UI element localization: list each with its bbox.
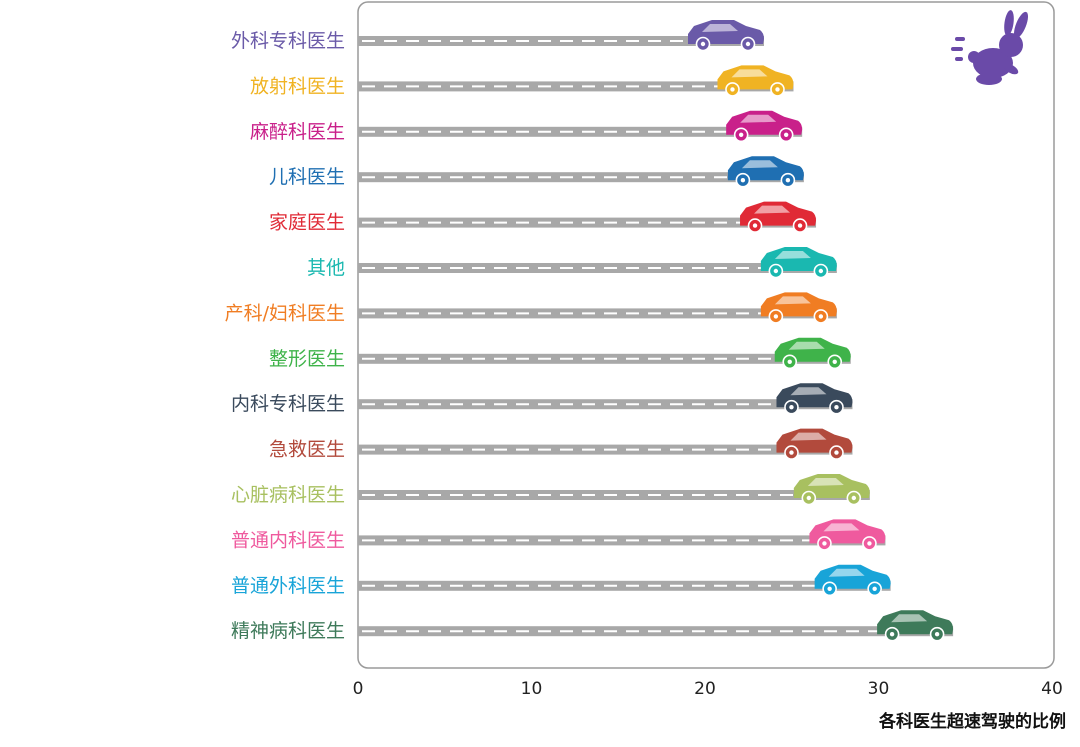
x-axis-ticks: 0 10 20 30 40 [353,679,1063,699]
car-icon [877,610,954,642]
category-label: 麻醉科医生 [250,121,345,143]
category-label: 精神病科医生 [231,620,345,642]
category-label: 普通外科医生 [231,575,345,597]
car-icon [740,201,817,233]
bar [358,580,891,591]
category-label: 普通内科医生 [231,529,345,551]
car-icon [814,564,891,597]
car-icon [727,156,804,188]
category-label: 内科专科医生 [231,393,345,415]
car-icon [776,383,853,415]
tick-label: 40 [1041,679,1063,699]
bar [358,626,954,637]
bar [358,126,803,137]
bar [358,535,886,546]
car-icon [760,292,837,324]
car-icon [809,519,886,551]
category-label: 儿科医生 [269,166,345,188]
bar [358,444,853,455]
bar [358,353,851,364]
x-axis-label: 各科医生超速驾驶的比例 [878,711,1066,732]
category-label: 急救医生 [269,439,345,461]
car-icon [687,20,764,52]
category-label: 外科专科医生 [231,30,345,52]
category-label: 产科/妇科医生 [225,302,345,324]
tick-label: 0 [353,679,364,699]
car-icon [760,247,837,279]
rabbit-icon [951,10,1028,85]
category-label: 心脏病科医生 [231,484,345,506]
category-label: 放射科医生 [250,75,345,97]
category-label: 家庭医生 [269,212,345,234]
bar [358,490,870,500]
bar [358,308,837,319]
tick-label: 20 [694,679,716,699]
tick-label: 10 [521,679,543,699]
bar [358,217,817,228]
car-icon [774,337,851,370]
bar [358,263,837,273]
cars-group [687,20,954,642]
plot-frame [357,1,1055,669]
car-icon [776,428,853,460]
category-labels: 外科专科医生放射科医生麻醉科医生儿科医生家庭医生其他产科/妇科医生整形医生内科专… [225,30,345,642]
tick-label: 30 [868,679,890,699]
bars-group [358,36,954,637]
car-icon [717,65,794,97]
category-label: 整形医生 [269,348,345,370]
car-icon [726,110,803,143]
car-icon [793,474,870,506]
category-label: 其他 [307,257,345,279]
bar [358,399,853,410]
bar [358,172,804,183]
